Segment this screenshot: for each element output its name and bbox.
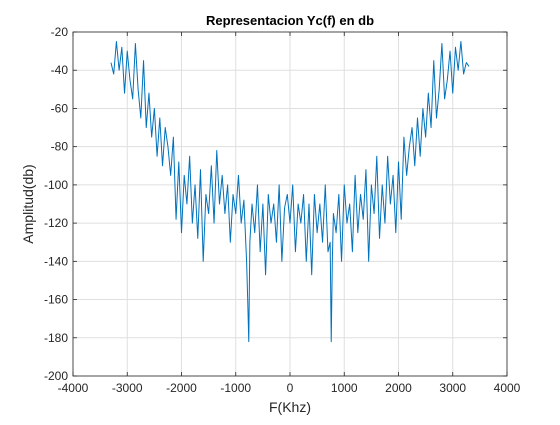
y-tick-label: -140 [44, 254, 68, 268]
chart-title: Representacion Yc(f) en db [206, 13, 374, 28]
x-tick-label: 0 [287, 381, 294, 395]
y-tick-label: -100 [44, 178, 68, 192]
x-axis-label: F(Khz) [269, 399, 311, 415]
y-tick-label: -40 [51, 63, 69, 77]
y-tick-label: -200 [44, 369, 68, 383]
y-tick-label: -20 [51, 25, 69, 39]
x-tick-labels: -4000 -3000 -2000 -1000 0 1000 2000 3000 4000 [58, 381, 521, 395]
x-tick-label: 1000 [331, 381, 358, 395]
x-tick-label: -1000 [220, 381, 251, 395]
x-tick-label: -4000 [58, 381, 89, 395]
y-tick-label: -180 [44, 331, 68, 345]
x-tick-label: 4000 [494, 381, 521, 395]
series-line-0 [110, 41, 470, 343]
y-axis-label: Amplitud(db) [20, 164, 36, 243]
x-tick-label: -3000 [112, 381, 143, 395]
ticks [72, 31, 508, 377]
y-tick-label: -160 [44, 293, 68, 307]
x-tick-label: -2000 [166, 381, 197, 395]
x-tick-label: 2000 [385, 381, 412, 395]
y-tick-label: -60 [51, 101, 69, 115]
y-tick-labels: -200 -180 -160 -140 -120 -100 -80 -60 -40 -20 [44, 25, 68, 383]
y-tick-label: -120 [44, 216, 68, 230]
y-tick-label: -80 [51, 140, 69, 154]
x-tick-label: 3000 [439, 381, 466, 395]
series-layer [110, 41, 470, 343]
